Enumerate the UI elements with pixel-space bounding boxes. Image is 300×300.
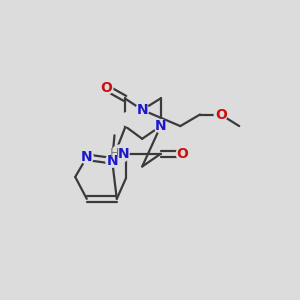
Circle shape <box>136 103 149 116</box>
Text: N: N <box>136 103 148 117</box>
Circle shape <box>112 145 129 163</box>
Text: N: N <box>155 119 167 133</box>
Text: N: N <box>81 150 93 164</box>
Circle shape <box>214 108 227 121</box>
Circle shape <box>106 154 118 167</box>
Circle shape <box>154 120 167 133</box>
Text: N: N <box>118 147 130 161</box>
Circle shape <box>176 147 189 160</box>
Text: N: N <box>106 154 118 168</box>
Text: O: O <box>177 147 189 161</box>
Circle shape <box>122 112 135 126</box>
Text: H: H <box>109 147 119 160</box>
Circle shape <box>100 82 113 94</box>
Circle shape <box>80 151 93 164</box>
Text: O: O <box>215 107 227 122</box>
Text: O: O <box>100 81 112 95</box>
